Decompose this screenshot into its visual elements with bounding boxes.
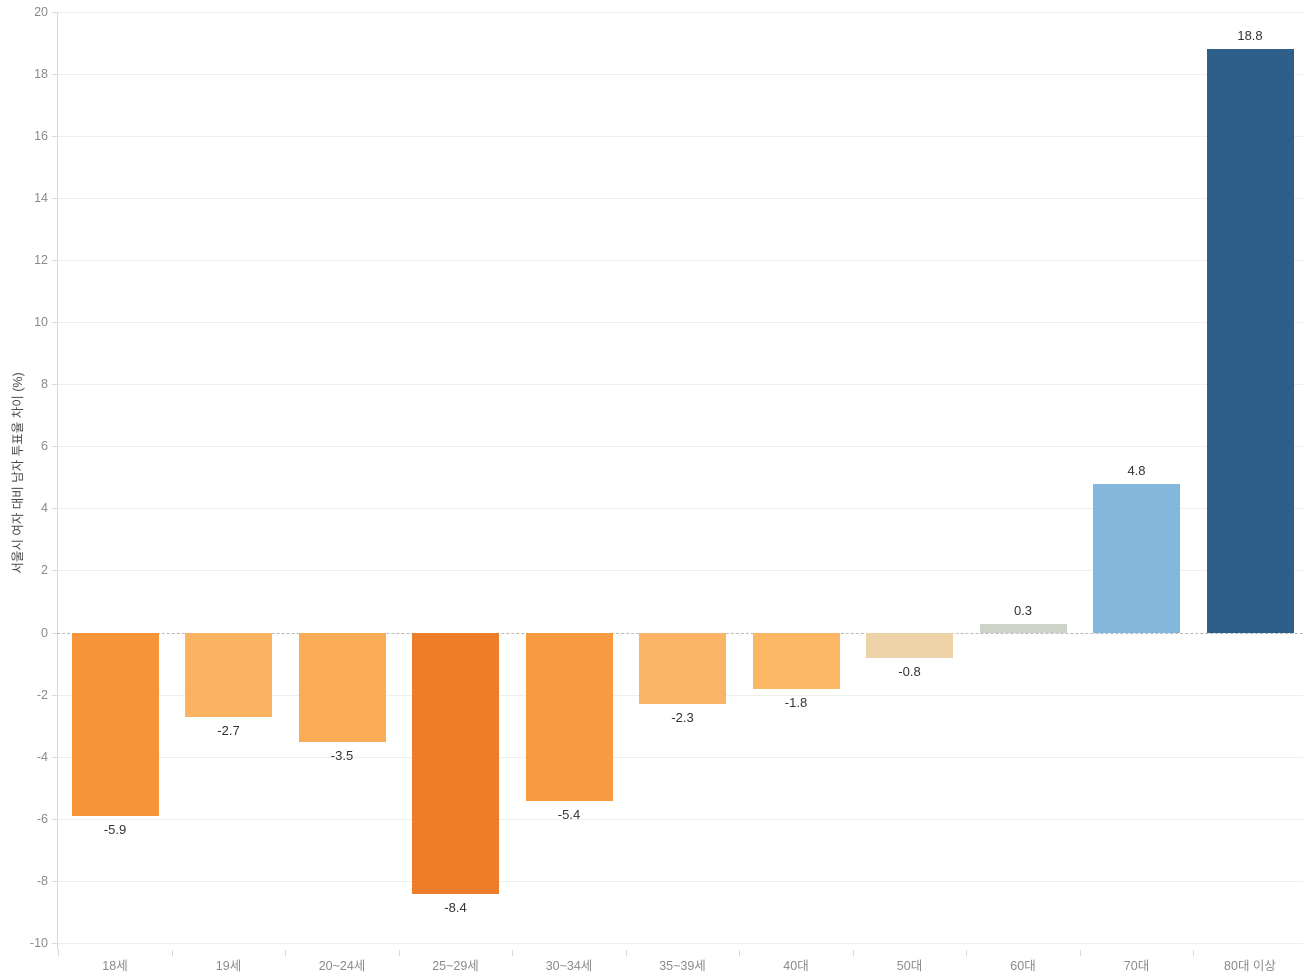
x-tick-mark [966,950,968,956]
gridline [57,508,1303,510]
y-tick-label: 8 [41,377,48,392]
y-tick-label: -8 [36,873,48,888]
y-tick-mark [52,880,57,882]
x-tick-label: 30~34세 [545,959,593,973]
x-tick-mark [58,950,60,956]
y-axis-title: 서울시 여자 대비 남자 투표율 차이 (%) [11,372,25,574]
bar-value-label: -0.8 [898,663,921,679]
bar[interactable] [71,633,159,817]
bar-value-label: -8.4 [444,899,467,915]
x-tick-label: 20~24세 [318,959,366,973]
y-tick-mark [52,508,57,510]
gridline [57,756,1303,758]
y-tick-mark [52,756,57,758]
y-axis-line [57,12,58,950]
x-tick-mark [171,950,173,956]
y-tick-mark [52,570,57,572]
y-tick-mark [52,384,57,386]
y-tick-label: 10 [34,315,48,329]
x-tick-label: 19세 [215,959,242,973]
y-tick-mark [52,135,57,137]
bar[interactable] [752,633,840,689]
y-tick-label: 2 [41,563,48,578]
bar-value-label: -1.8 [784,694,808,710]
y-tick-label: -6 [36,811,48,826]
x-tick-mark [739,950,741,956]
gridline [57,259,1303,261]
bar-value-label: -2.7 [217,722,240,738]
bar[interactable] [412,633,499,894]
y-tick-label: 12 [34,252,48,267]
x-tick-mark [625,950,627,956]
gridline [57,880,1303,882]
gridline [57,570,1303,572]
y-tick-mark [52,73,57,75]
bar-value-label: -5.4 [557,806,581,822]
gridline [57,943,1303,944]
y-tick-label: 14 [34,190,48,205]
bar[interactable] [298,633,386,742]
gridline [57,73,1303,75]
x-tick-mark [285,950,287,956]
bar[interactable] [1206,49,1294,633]
x-tick-label: 40대 [783,959,809,973]
bar[interactable] [185,633,272,717]
bar-value-label: -5.9 [103,822,127,838]
gridline [57,197,1303,199]
x-tick-label: 50대 [896,959,923,973]
y-tick-mark [52,818,57,820]
y-tick-label: 20 [34,4,48,19]
y-tick-mark [52,446,57,448]
y-tick-label: 16 [34,128,48,143]
x-tick-mark [1079,950,1081,956]
x-tick-label: 18세 [102,959,128,973]
y-tick-mark [52,943,57,944]
bar[interactable] [525,633,613,801]
y-tick-label: 6 [41,439,48,454]
bar-value-label: 18.8 [1237,28,1263,44]
bar[interactable] [1093,483,1180,633]
x-tick-label: 60대 [1010,959,1036,973]
y-tick-mark [52,11,57,13]
y-tick-label: -2 [36,687,48,702]
y-tick-label: -10 [29,936,48,950]
gridline [57,135,1303,137]
bar-value-label: -3.5 [330,747,354,763]
y-tick-mark [52,632,57,634]
x-tick-mark [852,950,854,956]
y-tick-mark [52,259,57,261]
y-tick-mark [52,694,57,696]
y-tick-label: 18 [34,66,48,81]
x-tick-label: 80대 이상 [1224,959,1276,973]
x-tick-label: 25~29세 [432,959,479,973]
y-tick-mark [52,322,57,323]
bar-value-label: -2.3 [671,710,694,726]
gridline [57,322,1303,323]
x-tick-mark [398,950,400,956]
bar[interactable] [866,633,953,658]
y-tick-label: 4 [41,501,48,516]
gridline [57,818,1303,820]
gridline [57,11,1303,13]
x-tick-label: 70대 [1123,959,1150,973]
x-tick-mark [1193,950,1195,956]
y-tick-mark [52,197,57,199]
gridline [57,446,1303,448]
y-tick-label: 0 [41,625,48,640]
bar-value-label: 0.3 [1013,602,1033,618]
x-tick-mark [512,950,514,956]
bar[interactable] [979,623,1067,633]
x-tick-label: 35~39세 [659,959,706,973]
bar[interactable] [639,633,726,705]
gridline [57,384,1303,386]
bar-value-label: 4.8 [1127,462,1146,478]
y-tick-label: -4 [36,749,48,764]
